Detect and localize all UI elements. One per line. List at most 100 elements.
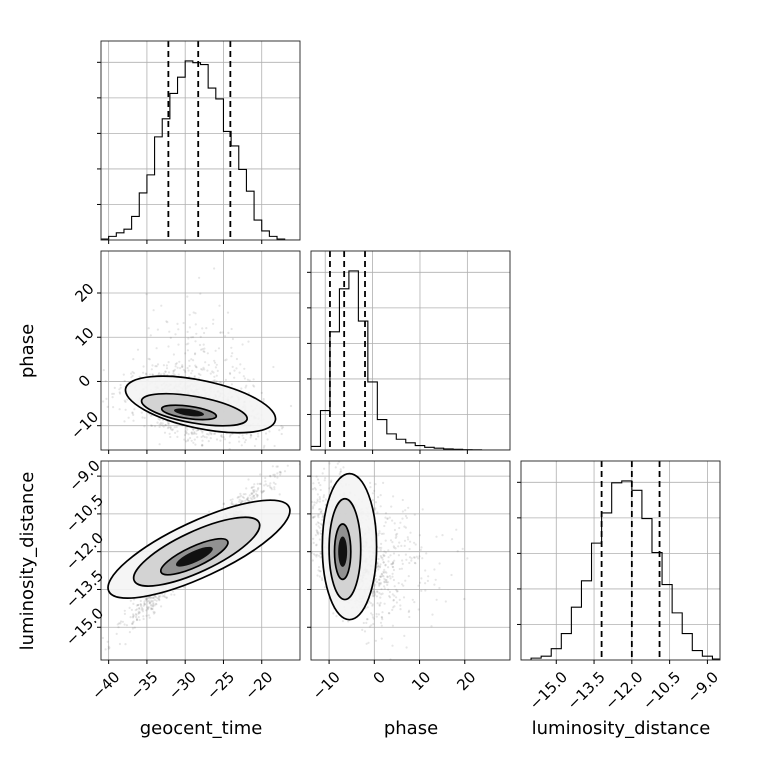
sample-point [164,370,167,373]
sample-point [256,495,259,498]
sample-point [324,477,327,480]
sample-point [378,546,381,550]
sample-point [149,334,152,337]
sample-point [136,603,140,607]
sample-point [377,568,380,571]
sample-point [137,610,140,613]
sample-point [149,596,152,599]
sample-point [194,323,197,326]
sample-point [118,392,122,395]
sample-point [147,357,150,360]
sample-point [173,373,176,376]
sample-point [311,500,313,504]
sample-point [318,500,321,503]
x-tick-label: −40 [88,668,123,703]
sample-point [369,602,372,605]
sample-point [451,538,454,541]
sample-point [320,523,323,527]
sample-point [157,417,160,420]
sample-point [258,482,261,485]
sample-point [377,534,380,537]
sample-point [142,617,145,621]
sample-point [141,608,144,611]
sample-point [461,547,464,551]
sample-point [161,422,164,425]
sample-point [400,567,403,570]
sample-point [373,489,376,492]
sample-point [255,490,258,493]
sample-point [374,583,377,586]
panel-content [101,251,300,450]
sample-point [213,361,217,364]
sample-point [418,534,421,537]
sample-point [213,267,216,270]
sample-point [186,330,189,333]
sample-point [281,426,285,429]
sample-point [466,557,469,560]
sample-point [339,468,342,471]
sample-point [408,609,411,612]
sample-point [317,516,320,519]
sample-point [362,621,365,625]
sample-point [188,364,191,368]
sample-point [164,424,167,427]
sample-point [376,590,379,593]
sample-point [102,369,105,372]
sample-point [441,534,444,537]
sample-point [393,559,396,562]
sample-point [124,408,127,411]
sample-point [378,532,381,535]
x-tick-label: −13.5 [564,668,609,713]
sample-point [156,363,160,366]
sample-point [214,349,217,352]
sample-point [266,438,269,441]
sample-point [153,598,156,602]
sample-point [238,371,241,374]
sample-point [200,348,203,351]
sample-point [209,372,212,375]
sample-point [227,331,230,334]
sample-point [201,443,204,446]
sample-point [260,490,263,493]
sample-point [316,493,319,496]
sample-point [146,608,149,611]
sample-point [319,484,322,487]
sample-point [328,487,331,490]
sample-point [133,626,136,629]
sample-point [182,321,185,325]
sample-point [371,616,374,619]
sample-point [106,640,109,643]
sample-point [380,615,383,619]
sample-point [242,375,245,378]
sample-point [318,570,321,573]
sample-point [401,562,404,566]
sample-point [320,510,323,514]
sample-point [118,391,121,394]
sample-point [413,513,416,516]
sample-point [455,528,458,531]
sample-point [158,418,161,421]
sample-point [262,446,265,449]
sample-point [201,439,204,442]
sample-point [249,434,253,437]
sample-point [142,371,145,374]
sample-point [134,615,138,619]
sample-point [402,584,405,587]
sample-point [384,539,387,542]
sample-point [382,570,385,573]
sample-point [221,507,224,510]
sample-point [151,373,154,377]
sample-point [143,416,146,419]
sample-point [389,554,392,557]
sample-point [148,358,151,361]
sample-point [383,524,386,528]
sample-point [185,426,188,429]
sample-point [242,500,245,503]
sample-point [239,492,242,495]
sample-point [273,475,276,478]
sample-point [202,350,205,353]
sample-point [378,578,381,581]
sample-point [387,556,390,559]
sample-point [177,343,180,346]
sample-point [190,439,193,442]
